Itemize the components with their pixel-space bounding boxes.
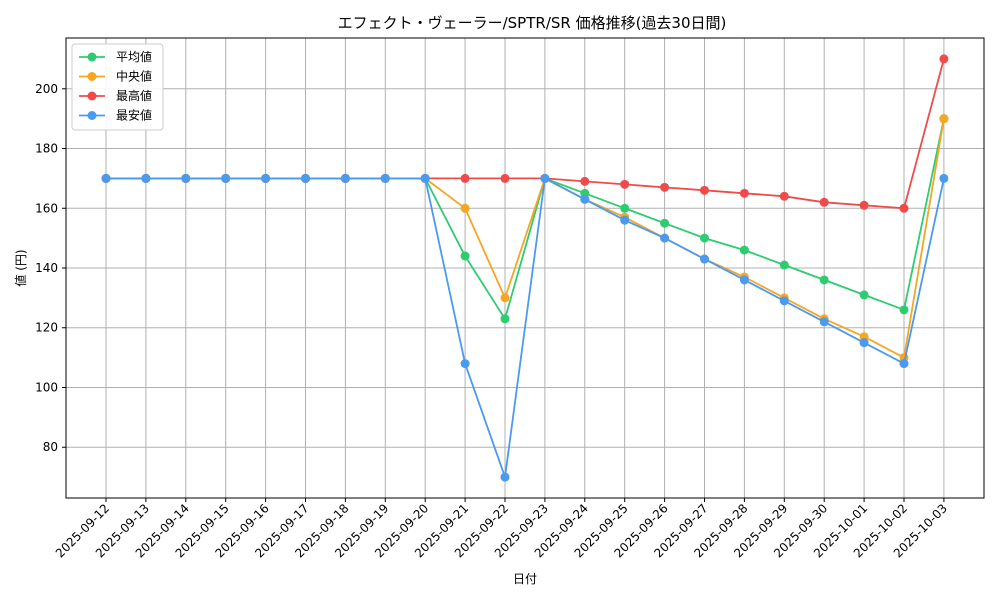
data-point	[580, 176, 590, 186]
data-point	[819, 197, 829, 207]
data-point	[181, 173, 191, 183]
data-point	[620, 215, 630, 225]
legend-marker	[87, 52, 97, 62]
data-point	[779, 260, 789, 270]
series-最安値	[101, 173, 949, 482]
data-point	[141, 173, 151, 183]
data-point	[540, 173, 550, 183]
legend-marker	[87, 72, 97, 81]
data-point	[500, 314, 510, 324]
data-point	[899, 203, 909, 213]
x-axis-label: 日付	[513, 572, 537, 586]
data-point	[660, 182, 670, 192]
legend-box	[71, 43, 164, 131]
y-tick-label: 80	[43, 440, 58, 454]
data-point	[739, 275, 749, 285]
series-平均値	[101, 114, 949, 324]
y-tick-label: 180	[35, 142, 58, 156]
data-point	[221, 173, 231, 183]
data-point	[700, 254, 709, 264]
data-point	[859, 338, 869, 348]
data-point	[500, 293, 510, 303]
data-point	[899, 359, 909, 369]
data-point	[660, 218, 670, 228]
data-point	[460, 203, 470, 213]
data-point	[700, 233, 709, 243]
data-point	[460, 173, 470, 183]
legend-label: 最高値	[116, 88, 152, 103]
data-point	[340, 173, 350, 183]
chart-title: エフェクト・ヴェーラー/SPTR/SR 価格推移(過去30日間)	[338, 14, 727, 32]
data-point	[660, 233, 670, 243]
data-point	[460, 359, 470, 369]
data-point	[301, 173, 310, 183]
legend-marker	[87, 111, 97, 120]
data-point	[939, 114, 949, 124]
data-point	[739, 245, 749, 255]
x-axis: 2025-09-122025-09-132025-09-142025-09-15…	[53, 498, 950, 560]
data-point	[500, 173, 510, 183]
data-point	[859, 200, 869, 210]
data-point	[101, 173, 111, 183]
data-point	[620, 179, 630, 189]
y-tick-label: 120	[35, 321, 58, 335]
data-point	[859, 290, 869, 300]
y-tick-label: 160	[35, 201, 58, 215]
legend-label: 最安値	[116, 108, 152, 123]
series-line	[106, 177, 945, 478]
data-point	[779, 191, 789, 201]
data-point	[380, 173, 390, 183]
y-axis-label: 値 (円)	[13, 249, 28, 286]
data-point	[899, 305, 909, 315]
data-point	[939, 173, 949, 183]
legend-label: 平均値	[116, 49, 152, 64]
legend-marker	[87, 91, 97, 101]
series-group	[101, 54, 949, 482]
data-point	[460, 251, 470, 261]
data-point	[580, 194, 590, 204]
y-tick-label: 140	[35, 261, 58, 275]
data-point	[261, 173, 271, 183]
data-point	[420, 173, 430, 183]
series-最高値	[101, 54, 949, 213]
data-point	[500, 472, 510, 482]
grid	[66, 38, 984, 498]
data-point	[819, 275, 829, 285]
y-tick-label: 200	[35, 82, 58, 96]
y-axis: 80 100 120 140 160 180 200	[35, 82, 66, 454]
data-point	[700, 185, 709, 195]
data-point	[819, 317, 829, 327]
series-line	[106, 58, 945, 210]
data-point	[620, 203, 630, 213]
data-point	[779, 296, 789, 306]
data-point	[739, 188, 749, 198]
data-point	[939, 54, 949, 64]
y-tick-label: 100	[35, 380, 58, 394]
legend-label: 中央値	[116, 69, 152, 84]
